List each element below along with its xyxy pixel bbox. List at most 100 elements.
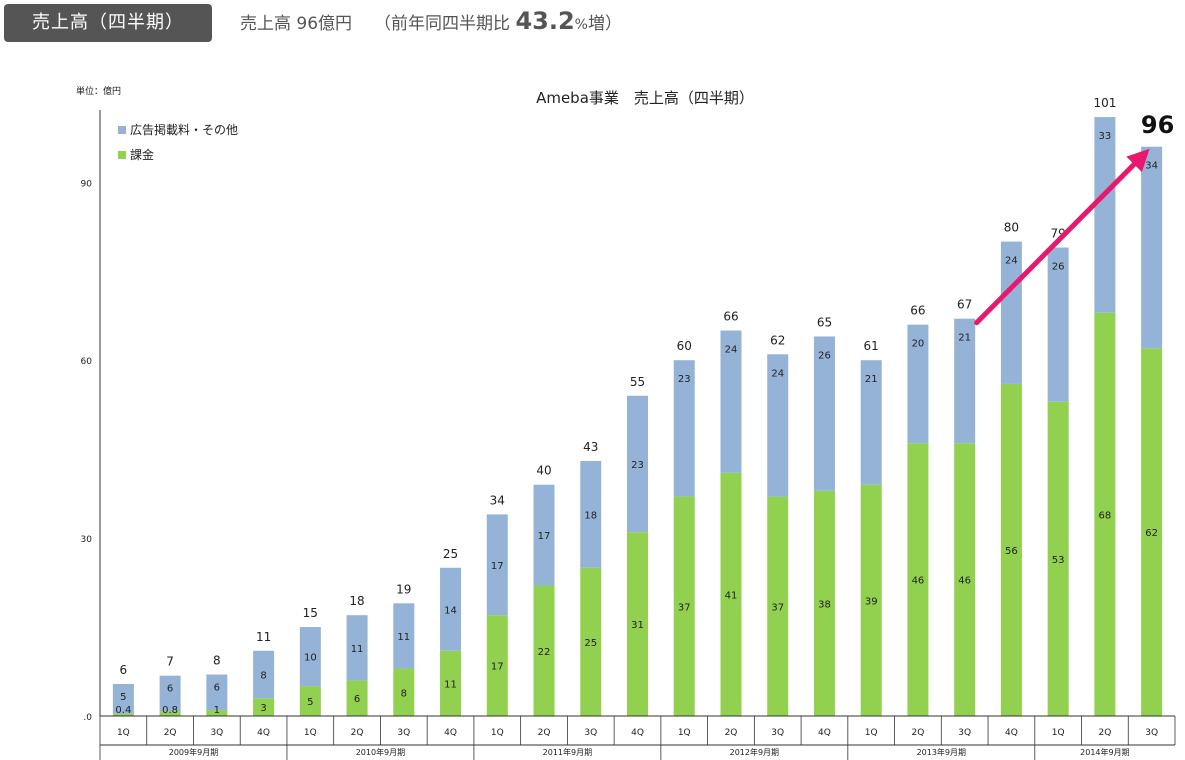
total-value-label: 55 bbox=[630, 375, 645, 389]
ads-value-label: 23 bbox=[678, 374, 691, 385]
bar-segment-billing bbox=[767, 496, 789, 716]
bar-segment-ads bbox=[486, 514, 508, 616]
bar-segment-billing bbox=[1094, 312, 1116, 716]
billing-value-label: 46 bbox=[912, 576, 925, 587]
group-label: 2012年9月期 bbox=[730, 747, 779, 757]
headline-growth-value: 43.2 bbox=[515, 7, 575, 35]
bar-segment-ads bbox=[346, 615, 368, 681]
ads-value-label: 21 bbox=[865, 374, 878, 385]
bar-segment-ads bbox=[720, 330, 742, 473]
headline-growth-prefix: （前年同四半期比 bbox=[374, 14, 511, 34]
bar-segment-ads bbox=[813, 336, 835, 491]
ads-value-label: 10 bbox=[304, 653, 317, 664]
total-value-label: 61 bbox=[864, 339, 879, 353]
y-tick-label: 30 bbox=[81, 535, 93, 545]
billing-value-label: 0.8 bbox=[162, 705, 178, 716]
highlight-total-label: 96 bbox=[1141, 111, 1174, 139]
group-label: 2011年9月期 bbox=[543, 747, 592, 757]
ads-value-label: 5 bbox=[120, 692, 126, 703]
group-label: 2010年9月期 bbox=[356, 747, 405, 757]
total-value-label: 67 bbox=[957, 298, 972, 312]
headline-summary: 売上高 96億円 （前年同四半期比 43.2%増） bbox=[240, 6, 622, 36]
legend-label: 課金 bbox=[130, 147, 154, 162]
billing-value-label: 31 bbox=[631, 620, 644, 631]
billing-value-label: 37 bbox=[771, 602, 784, 613]
bar-segment-ads bbox=[533, 484, 555, 586]
total-value-label: 15 bbox=[303, 606, 318, 620]
bar-segment-ads bbox=[393, 603, 415, 669]
total-value-label: 62 bbox=[770, 333, 785, 347]
billing-value-label: 68 bbox=[1099, 510, 1112, 521]
ads-value-label: 11 bbox=[397, 632, 410, 643]
ads-value-label: 26 bbox=[818, 350, 831, 361]
ads-value-label: 18 bbox=[584, 510, 597, 521]
x-tick-label: 1Q bbox=[678, 728, 691, 738]
x-tick-label: 1Q bbox=[1052, 728, 1065, 738]
bar-segment-billing bbox=[486, 615, 508, 716]
x-tick-label: 3Q bbox=[584, 728, 597, 738]
bar-segment-billing bbox=[346, 680, 368, 716]
x-tick-label: 2Q bbox=[1098, 728, 1111, 738]
ads-value-label: 24 bbox=[771, 368, 784, 379]
x-tick-label: 3Q bbox=[397, 728, 410, 738]
bar-segment-ads bbox=[159, 675, 181, 712]
bar-segment-ads bbox=[627, 395, 648, 533]
x-tick-label: 2Q bbox=[725, 728, 738, 738]
bar-segment-ads bbox=[1000, 241, 1022, 384]
section-badge: 売上高（四半期） bbox=[4, 4, 212, 42]
bar-segment-billing bbox=[813, 490, 835, 716]
bar-segment-billing bbox=[673, 496, 695, 716]
ads-value-label: 24 bbox=[1005, 256, 1018, 267]
legend-label: 広告掲載料・その他 bbox=[130, 122, 238, 137]
bar-segment-billing bbox=[112, 713, 134, 716]
billing-value-label: 0.4 bbox=[115, 705, 131, 716]
total-value-label: 60 bbox=[677, 339, 692, 353]
bar-segment-ads bbox=[673, 360, 695, 497]
x-tick-label: 1Q bbox=[491, 728, 504, 738]
y-tick-label: 60 bbox=[81, 357, 93, 367]
x-tick-label: 4Q bbox=[818, 728, 831, 738]
x-tick-label: 4Q bbox=[257, 728, 270, 738]
bar-segment-ads bbox=[954, 318, 976, 444]
ads-value-label: 26 bbox=[1052, 262, 1065, 273]
growth-arrow-shaft bbox=[974, 161, 1137, 326]
x-tick-label: 3Q bbox=[1145, 728, 1158, 738]
billing-value-label: 53 bbox=[1052, 555, 1065, 566]
bar-segment-ads bbox=[860, 360, 882, 485]
billing-value-label: 37 bbox=[678, 602, 691, 613]
ads-value-label: 6 bbox=[214, 682, 220, 693]
total-value-label: 66 bbox=[723, 310, 738, 324]
total-value-label: 34 bbox=[490, 493, 505, 507]
x-tick-label: 2Q bbox=[912, 728, 925, 738]
ads-value-label: 33 bbox=[1099, 131, 1112, 142]
billing-value-label: 17 bbox=[491, 662, 504, 673]
bar-segment-billing bbox=[627, 532, 648, 716]
bar-segment-ads bbox=[253, 650, 275, 699]
ads-value-label: 11 bbox=[351, 644, 364, 655]
headline-growth-percent: % bbox=[574, 17, 588, 33]
x-tick-label: 4Q bbox=[1005, 728, 1018, 738]
total-value-label: 11 bbox=[256, 630, 271, 644]
headline-growth-suffix: 増） bbox=[587, 14, 622, 34]
billing-value-label: 62 bbox=[1145, 528, 1158, 539]
legend-swatch bbox=[118, 151, 126, 159]
billing-value-label: 1 bbox=[214, 705, 220, 716]
ads-value-label: 17 bbox=[538, 531, 551, 542]
bar-segment-billing bbox=[159, 711, 181, 716]
bar-segment-ads bbox=[299, 627, 321, 687]
bar-segment-ads bbox=[767, 354, 789, 497]
bar-segment-billing bbox=[1141, 348, 1163, 716]
billing-value-label: 38 bbox=[818, 599, 831, 610]
bar-segment-billing bbox=[580, 567, 602, 716]
ads-value-label: 34 bbox=[1145, 161, 1158, 172]
x-tick-label: 4Q bbox=[444, 728, 457, 738]
group-label: 2013年9月期 bbox=[917, 747, 966, 757]
group-label: 2009年9月期 bbox=[169, 747, 218, 757]
billing-value-label: 41 bbox=[725, 590, 738, 601]
ads-value-label: 14 bbox=[444, 605, 457, 616]
ads-value-label: 8 bbox=[260, 670, 266, 681]
ads-value-label: 21 bbox=[958, 333, 971, 344]
total-value-label: 66 bbox=[910, 304, 925, 318]
bar-segment-ads bbox=[440, 567, 462, 651]
